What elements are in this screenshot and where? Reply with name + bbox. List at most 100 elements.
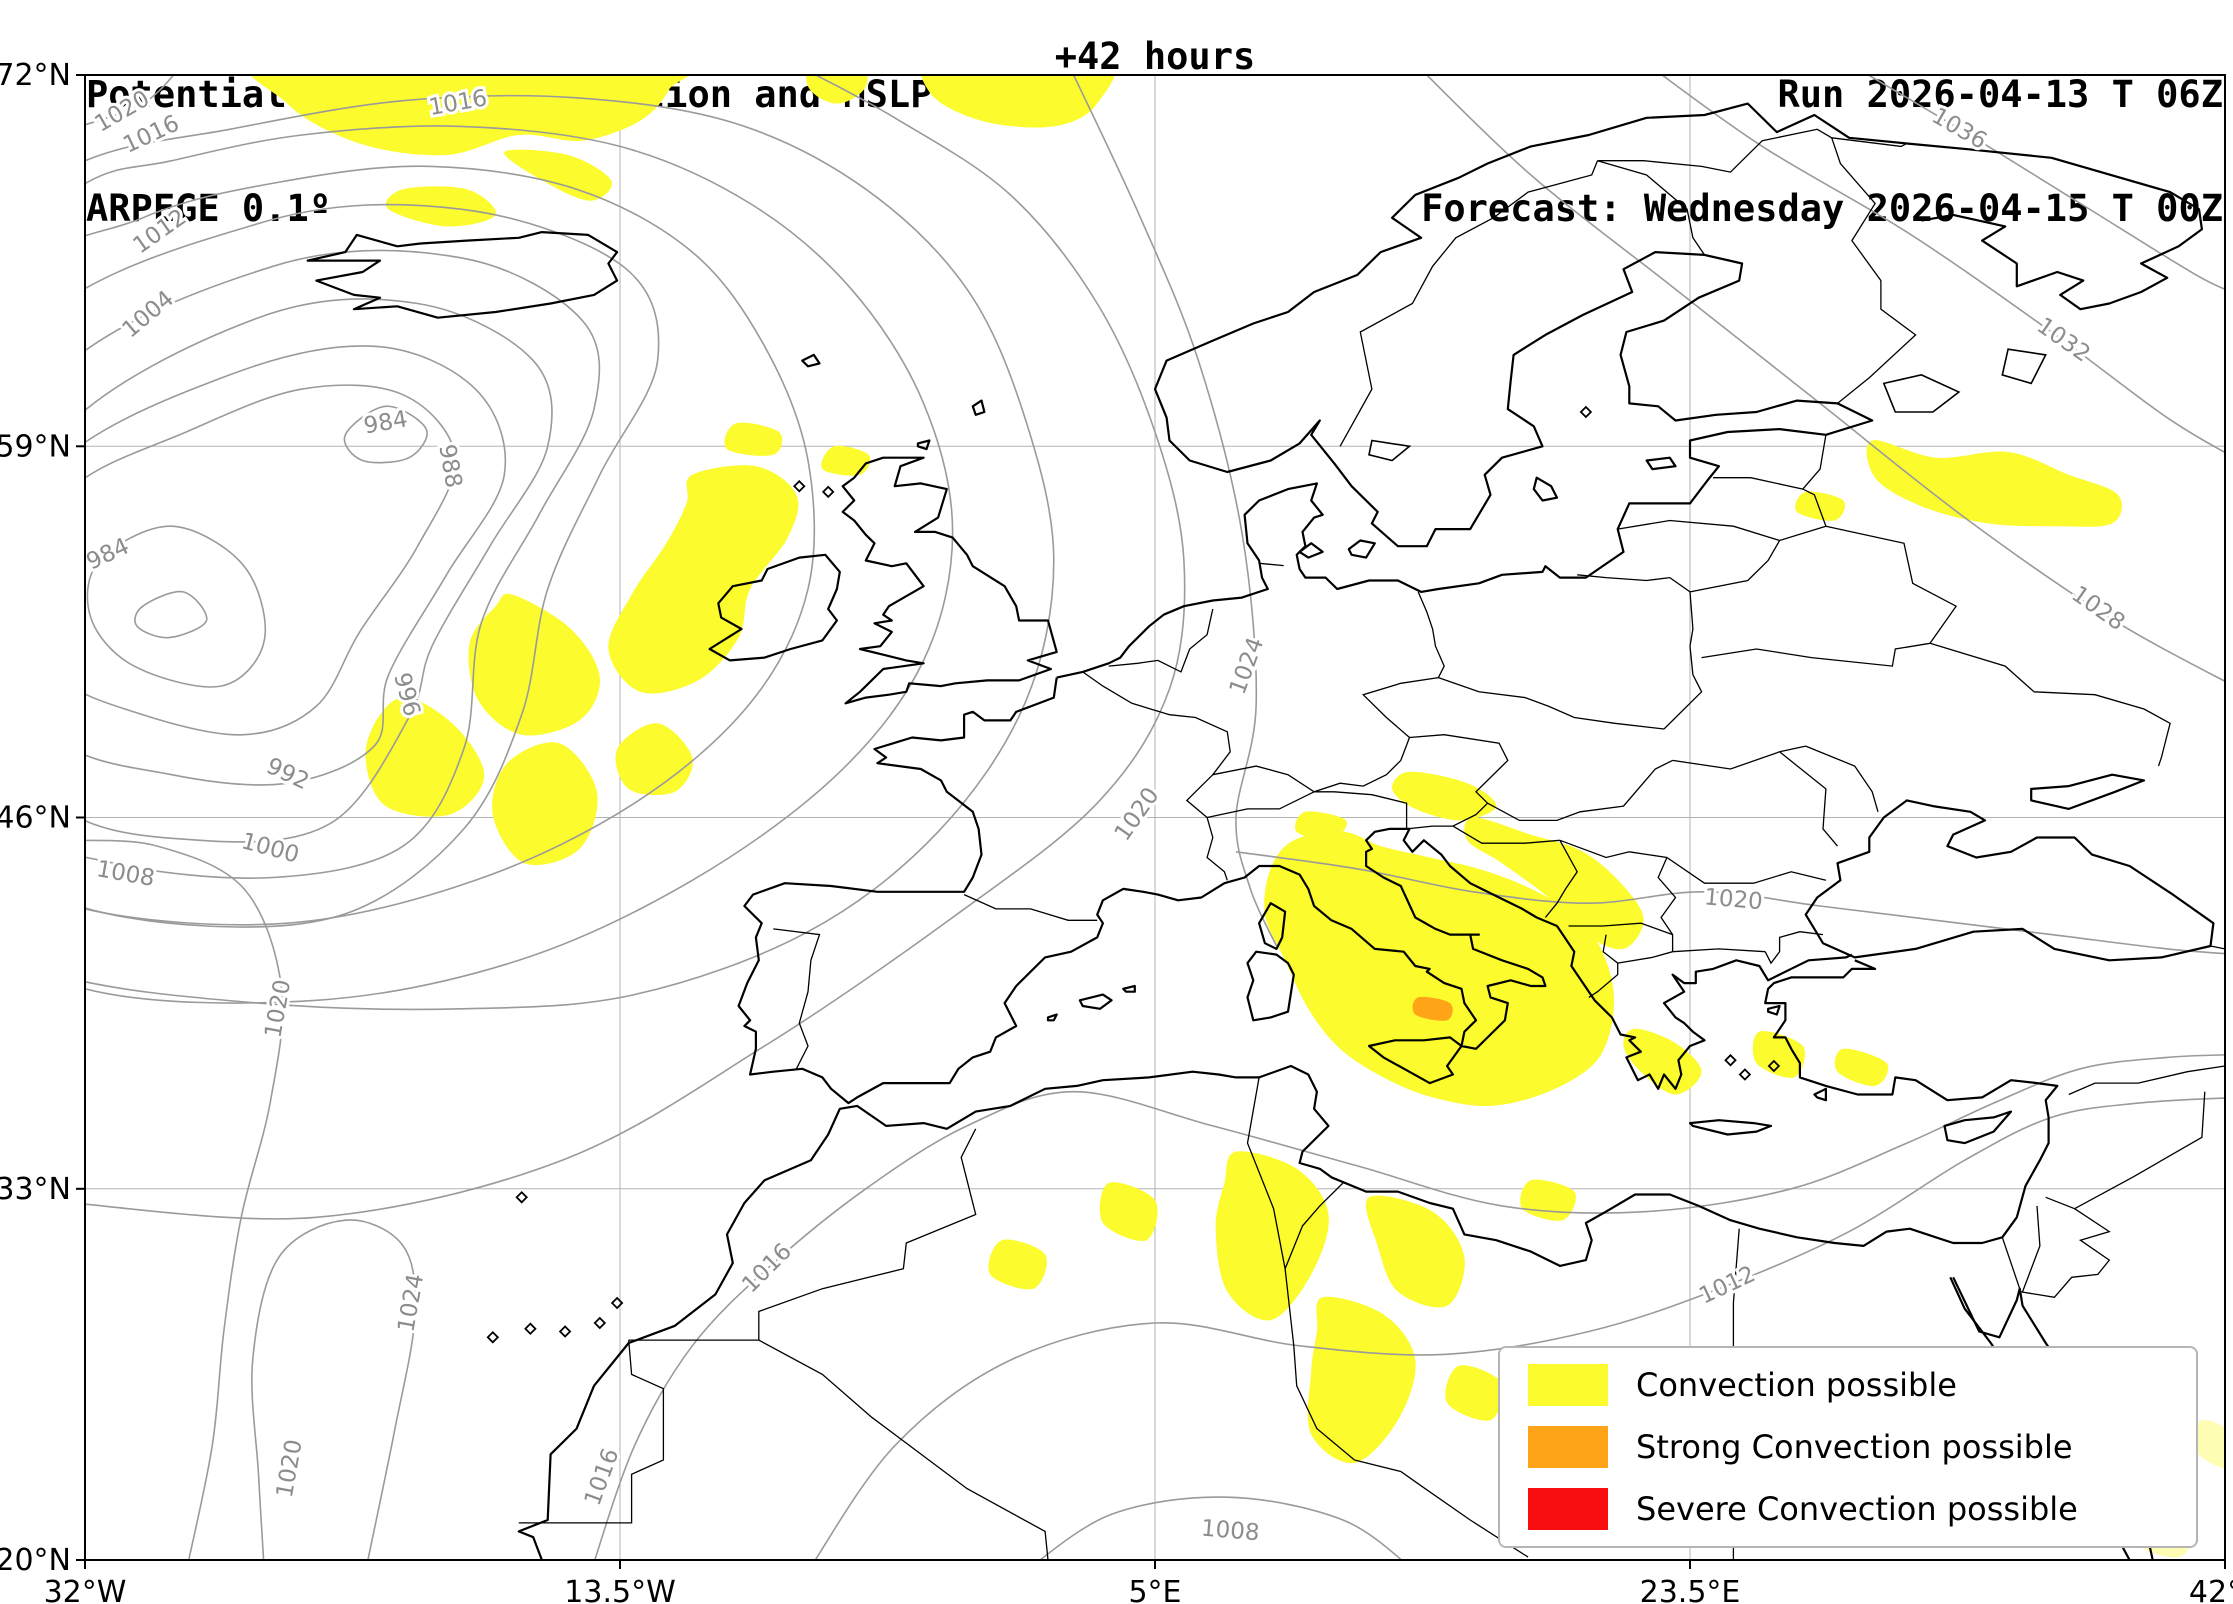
- axis-tick-labels: 32°W 13.5°W 5°E 23.5°E 42°E 72°N 59°N 46°N 33°N 2…: [0, 58, 2233, 1604]
- island-outline: [306, 231, 619, 319]
- isobar-label: 1028: [2067, 581, 2130, 636]
- island-outline: [841, 456, 1058, 705]
- convection-area: [1295, 811, 1347, 841]
- country-border: [1559, 839, 1827, 884]
- small-island: [793, 479, 806, 493]
- country-border: [1452, 825, 1560, 844]
- island-outline: [1246, 950, 1295, 1022]
- lat-tick-label: 20°N: [0, 1543, 71, 1578]
- isobar-label: 1016: [580, 1445, 624, 1509]
- legend-swatch: [1528, 1364, 1608, 1406]
- isobar-line: [343, 405, 428, 464]
- country-border: [1713, 477, 1803, 490]
- isobar-line: [85, 249, 601, 879]
- isobar-label: 1000: [239, 828, 302, 868]
- country-border: [1284, 1268, 1355, 1461]
- country-border: [1657, 857, 1677, 952]
- country-border: [1830, 137, 1917, 404]
- legend-item: Severe Convection possible: [1500, 1488, 2196, 1530]
- island-outline: [1347, 539, 1376, 559]
- country-border: [1663, 577, 1703, 730]
- isobar-line: [814, 1097, 2225, 1560]
- small-island: [524, 1322, 537, 1335]
- isobar-line: [1866, 75, 2225, 291]
- header-right: Run 2026-04-13 T 06Z Forecast: Wednesday…: [1421, 0, 2223, 304]
- country-border: [1568, 922, 1673, 936]
- isobar-line: [251, 1219, 416, 1560]
- isobar-line: [86, 525, 266, 688]
- coastline: [1906, 142, 2203, 311]
- island-outline: [1367, 1036, 1463, 1085]
- sea-outline: [2030, 773, 2146, 810]
- forecast-label: Forecast: Wednesday 2026-04-15 T 00Z: [1421, 187, 2223, 230]
- isobar-label: 1008: [95, 856, 157, 892]
- country-border: [1417, 591, 1445, 678]
- isobar-label: 1020: [1110, 783, 1165, 846]
- country-border: [758, 1339, 1049, 1560]
- island-outline: [1943, 1110, 2013, 1145]
- axis-ticks: [76, 74, 2226, 1569]
- isobar-label: 1004: [117, 286, 179, 344]
- island-outline: [708, 553, 841, 662]
- convection-area: [1307, 1296, 1416, 1464]
- strong-convection-area: [1412, 996, 1453, 1021]
- country-border: [2132, 1091, 2206, 1178]
- island-outline: [916, 439, 931, 451]
- isobar-label: 988: [433, 442, 466, 490]
- lat-tick-label: 46°N: [0, 801, 71, 836]
- convection-area: [1215, 1151, 1329, 1321]
- convection-area: [1464, 817, 1644, 950]
- island-outline: [801, 353, 821, 368]
- country-border: [1597, 128, 1833, 173]
- convection-areas: [250, 75, 2225, 1558]
- lon-tick-label: 32°W: [44, 1575, 127, 1604]
- country-border: [1617, 948, 1766, 964]
- isobar-line: [85, 75, 175, 126]
- small-island: [1738, 1068, 1752, 1081]
- small-island: [593, 1316, 607, 1330]
- isobar-line: [85, 839, 284, 1560]
- map-legend: Convection possible Strong Convection pos…: [1498, 1346, 2198, 1548]
- isobar-label: 1020: [272, 1437, 308, 1499]
- country-border: [1438, 676, 1665, 730]
- small-island: [486, 1331, 500, 1344]
- country-border: [1779, 751, 1838, 847]
- legend-item-label: Convection possible: [1636, 1366, 1957, 1404]
- country-border: [1339, 160, 1599, 447]
- isobar-label: 1012: [1695, 1261, 1759, 1309]
- legend-item: Strong Convection possible: [1500, 1426, 2196, 1468]
- country-border: [2019, 1208, 2111, 1299]
- convection-area: [1264, 831, 1615, 1107]
- country-border: [1259, 562, 1284, 567]
- island-outline: [1645, 456, 1677, 471]
- small-island: [1767, 1059, 1781, 1073]
- isobar-line: [85, 75, 1186, 1220]
- coastline: [1056, 102, 1908, 679]
- country-border: [518, 1340, 665, 1524]
- country-border: [1314, 791, 1408, 829]
- convection-area: [1520, 1179, 1576, 1221]
- sea-outline: [1804, 799, 2215, 962]
- legend-item: Convection possible: [1500, 1364, 2196, 1406]
- island-outline: [1046, 1013, 1058, 1022]
- convection-area: [1445, 1365, 1504, 1421]
- country-border: [1672, 745, 1806, 770]
- island-outline: [1532, 476, 1559, 502]
- lon-tick-label: 42°E: [2189, 1575, 2233, 1604]
- isobar-label: 1020: [260, 978, 296, 1040]
- coastline: [517, 959, 2059, 1560]
- country-border: [1929, 642, 2171, 767]
- country-border: [1805, 745, 1879, 812]
- isobar-line: [1235, 851, 2225, 955]
- country-border: [1701, 642, 1931, 667]
- convection-area: [988, 1239, 1047, 1290]
- lon-tick-label: 23.5°E: [1640, 1575, 1741, 1604]
- convection-area: [1392, 771, 1497, 821]
- island-outline: [1078, 993, 1113, 1010]
- isobar-line: [1038, 1496, 1403, 1560]
- country-border: [1617, 519, 1827, 542]
- lon-tick-label: 5°E: [1128, 1575, 1181, 1604]
